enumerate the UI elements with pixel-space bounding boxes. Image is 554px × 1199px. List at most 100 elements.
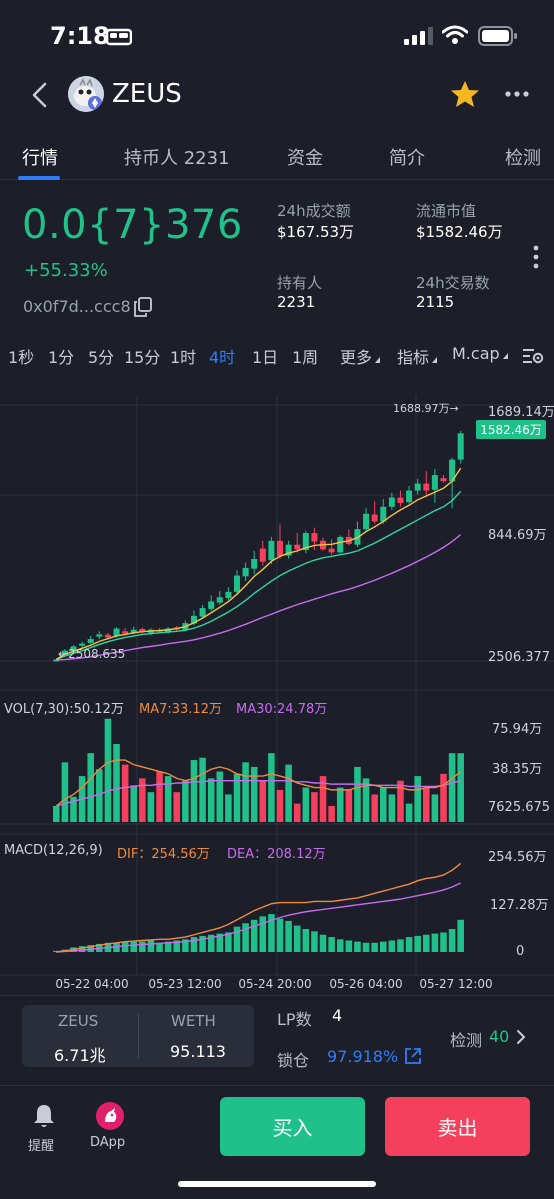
price-change: +55.33% bbox=[24, 260, 108, 281]
vol-axis-mid: 38.35万 bbox=[492, 762, 542, 777]
dapp-label[interactable]: DApp bbox=[90, 1135, 126, 1150]
macd-bar bbox=[354, 941, 361, 952]
axis-label-bottom: 2506.377 bbox=[488, 650, 550, 665]
volume-bar bbox=[448, 753, 456, 822]
ma-mid-line bbox=[56, 490, 462, 661]
candle-body bbox=[216, 597, 223, 603]
axis-label-top: 1689.14万 bbox=[488, 405, 554, 420]
candle-body bbox=[311, 533, 318, 542]
zeus-logo-icon bbox=[68, 76, 104, 112]
candle-body bbox=[449, 459, 456, 482]
buy-button[interactable]: 买入 bbox=[220, 1097, 365, 1156]
sell-button[interactable]: 卖出 bbox=[385, 1097, 530, 1156]
macd-bar bbox=[268, 914, 275, 952]
timeframe-4h[interactable]: 4时 bbox=[209, 348, 236, 367]
price-chart[interactable]: 1688.97万→ ←2508.635 1689.14万 844.69万 2506.37… bbox=[0, 395, 554, 995]
macd-bar bbox=[379, 941, 387, 952]
chart-settings-icon[interactable] bbox=[522, 346, 544, 366]
timeframe-5m[interactable]: 5分 bbox=[88, 348, 115, 367]
candle-body bbox=[259, 548, 266, 562]
candle-body bbox=[53, 659, 60, 662]
copy-icon[interactable] bbox=[134, 297, 152, 317]
volume-bar bbox=[250, 766, 258, 822]
volume-bar bbox=[207, 778, 215, 822]
x-axis-label: 05-22 04:00 bbox=[55, 977, 128, 991]
volume-bar bbox=[182, 780, 189, 822]
back-icon[interactable] bbox=[30, 82, 50, 108]
indicators-label: 指标 bbox=[397, 348, 430, 367]
timeframe-1h[interactable]: 1时 bbox=[170, 348, 197, 367]
more-options-icon[interactable] bbox=[504, 90, 530, 98]
macd-bar bbox=[276, 918, 284, 952]
pair-base-symbol: ZEUS bbox=[58, 1012, 99, 1030]
volume-bar bbox=[233, 773, 241, 822]
timeframe-1s[interactable]: 1秒 bbox=[8, 348, 35, 367]
volume-bar bbox=[70, 796, 77, 822]
candle-body bbox=[371, 514, 378, 522]
tab-intro[interactable]: 简介 bbox=[389, 148, 425, 169]
macd-bar bbox=[164, 941, 172, 952]
volume-bar bbox=[302, 787, 310, 822]
tab-funds[interactable]: 资金 bbox=[287, 148, 323, 169]
more-timeframes-dropdown[interactable]: 更多 bbox=[340, 344, 381, 368]
macd-bar bbox=[190, 937, 198, 952]
candle-body bbox=[87, 639, 94, 643]
mcap-label: 流通市值 bbox=[416, 202, 477, 220]
favorite-star-icon[interactable] bbox=[450, 80, 480, 108]
volume-bar bbox=[190, 760, 198, 822]
macd-bar bbox=[173, 940, 181, 952]
macd-bar bbox=[250, 919, 258, 952]
x-axis-label: 05-24 20:00 bbox=[238, 977, 311, 991]
macd-bar bbox=[440, 932, 447, 952]
more-timeframes-label: 更多 bbox=[340, 348, 373, 367]
pair-quote-value: 95.113 bbox=[170, 1042, 226, 1061]
macd-axis-top: 254.56万 bbox=[488, 850, 547, 865]
external-link-icon[interactable] bbox=[404, 1047, 422, 1065]
sleep-focus-icon bbox=[106, 28, 132, 46]
lock-value[interactable]: 97.918% bbox=[327, 1047, 399, 1066]
unicorn-icon bbox=[105, 1108, 117, 1122]
macd-dif-legend: DIF：254.56万 bbox=[117, 847, 210, 862]
volume-bar bbox=[130, 785, 138, 822]
mcap-dropdown[interactable]: M.cap bbox=[452, 344, 508, 363]
ma-fast-line bbox=[55, 467, 462, 661]
macd-bar bbox=[156, 942, 163, 952]
axis-label-mid: 844.69万 bbox=[488, 528, 547, 543]
volume-bar bbox=[431, 794, 439, 822]
candle-body bbox=[294, 544, 301, 550]
macd-bar bbox=[311, 931, 318, 952]
macd-bar bbox=[362, 942, 370, 952]
pair-divider bbox=[138, 1014, 139, 1058]
tab-market[interactable]: 行情 bbox=[22, 148, 58, 169]
dapp-icon[interactable] bbox=[96, 1102, 124, 1130]
tab-detect[interactable]: 检测 bbox=[505, 148, 541, 169]
volume-bar bbox=[164, 776, 172, 822]
timeframe-1d[interactable]: 1日 bbox=[252, 348, 279, 367]
vol24h-label: 24h成交额 bbox=[277, 202, 351, 220]
macd-bar bbox=[182, 939, 189, 952]
volume-bar bbox=[354, 766, 361, 822]
indicators-dropdown[interactable]: 指标 bbox=[397, 344, 438, 368]
volume-bar bbox=[139, 778, 146, 822]
volume-bar bbox=[173, 792, 181, 822]
volume-bar bbox=[293, 803, 301, 822]
lp-count-value: 4 bbox=[332, 1006, 343, 1025]
timeframe-1m[interactable]: 1分 bbox=[48, 348, 75, 367]
chevron-right-icon[interactable] bbox=[516, 1029, 526, 1045]
alert-label[interactable]: 提醒 bbox=[28, 1139, 55, 1154]
macd-bar bbox=[423, 934, 430, 952]
stats-more-icon[interactable] bbox=[532, 244, 540, 270]
detect-score-label[interactable]: 检测 bbox=[450, 1031, 483, 1050]
timeframe-15m[interactable]: 15分 bbox=[124, 348, 161, 367]
volume-bar bbox=[113, 743, 120, 822]
macd-dea-legend: DEA：208.12万 bbox=[227, 847, 326, 862]
timeframe-bar: 1秒 1分 5分 15分 1时 4时 1日 1周 更多 指标 M.cap bbox=[0, 344, 554, 370]
bell-icon[interactable] bbox=[32, 1103, 56, 1129]
timeframe-1w[interactable]: 1周 bbox=[292, 348, 319, 367]
tab-holders[interactable]: 持币人 2231 bbox=[124, 148, 230, 169]
macd-bar bbox=[199, 935, 206, 952]
detect-score-value[interactable]: 40 bbox=[489, 1027, 510, 1046]
wifi-icon bbox=[442, 25, 468, 44]
chart-canvas: 1688.97万→ ←2508.635 1689.14万 844.69万 2506.37… bbox=[0, 395, 554, 991]
candle-body bbox=[225, 591, 232, 599]
